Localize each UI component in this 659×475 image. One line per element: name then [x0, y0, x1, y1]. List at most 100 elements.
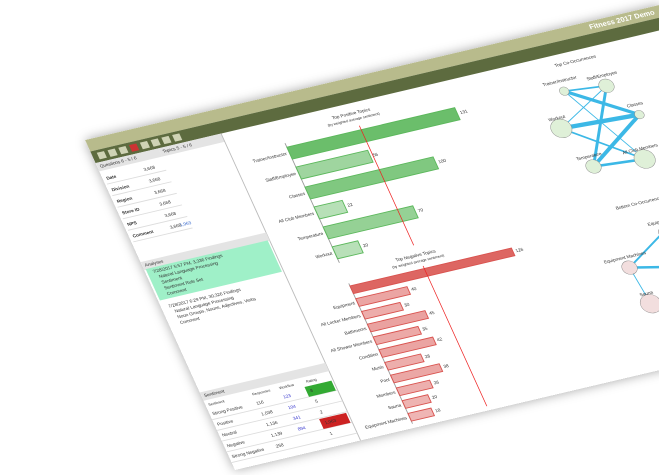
panel-header [199, 362, 330, 401]
bar [389, 363, 444, 384]
rating-cell [304, 380, 336, 397]
value-label: 38 [442, 363, 449, 369]
node [550, 118, 573, 138]
node [633, 149, 656, 169]
bar [401, 394, 432, 409]
divider [220, 133, 362, 441]
category-label: Sauna [387, 403, 402, 411]
row-line [106, 169, 167, 185]
tool-icon[interactable] [129, 143, 140, 152]
node-label: Staff/Employee [586, 70, 619, 82]
field-name: Region [116, 196, 133, 204]
cell: 1,038 [260, 409, 274, 416]
dashboard: Fitness 2017 Demo Questions 6 - 5 / 6 To… [85, 4, 659, 470]
value-label: 42 [436, 336, 443, 342]
category-label: Classes [288, 191, 307, 199]
value-label: 40 [410, 286, 417, 292]
cell: 1,139 [270, 431, 284, 438]
bar [295, 149, 374, 180]
node [639, 294, 659, 314]
bar [366, 310, 430, 333]
toolbar [90, 16, 659, 164]
axis [284, 143, 340, 263]
average-line [422, 265, 488, 407]
node-label: Sauna [639, 290, 654, 298]
category-label: Members [376, 390, 397, 399]
cell: Positive [216, 419, 234, 427]
node [585, 159, 602, 174]
node-label: Temperature [575, 151, 603, 162]
rating-cell [319, 412, 351, 430]
row-line [221, 411, 348, 442]
field-count: 3,668 [164, 211, 178, 218]
bar [286, 107, 461, 160]
category-label: Bathrooms [344, 326, 368, 336]
bar [384, 353, 425, 371]
row-line [127, 215, 188, 231]
analysis-line: Comment [179, 316, 201, 325]
node-label: Equipment [647, 217, 659, 227]
category-label: Music [371, 364, 385, 371]
tool-icon[interactable] [139, 140, 150, 150]
value-label: 28 [424, 353, 431, 359]
field-count: 3,668 [169, 222, 183, 229]
column-header: Workflow [278, 383, 295, 390]
value-label: 131 [459, 109, 469, 115]
tool-icon[interactable] [118, 146, 129, 155]
edge [592, 85, 608, 167]
sentiment-title: Sentiment [203, 389, 226, 398]
edge [561, 127, 645, 160]
bar [349, 247, 516, 295]
analyses-title: Analyses [144, 259, 165, 268]
screen: Fitness 2017 Demo Questions 6 - 5 / 6 To… [85, 4, 659, 470]
bar [407, 407, 436, 422]
bar [355, 286, 412, 307]
cell: Neutral [221, 430, 237, 438]
node-label: Workout [547, 114, 566, 123]
row-line [216, 400, 343, 431]
node-label: Classes [626, 100, 645, 108]
category-label: Workout [314, 251, 333, 260]
value-label: 26 [433, 380, 440, 386]
field-name: Comment [132, 229, 155, 238]
row-line [112, 181, 172, 197]
tool-icon[interactable] [172, 133, 183, 142]
value-label: 22 [346, 202, 353, 208]
tool-icon[interactable] [150, 138, 161, 147]
panel-header [158, 133, 225, 157]
selected-analysis [145, 240, 282, 301]
cell: 116 [255, 399, 265, 405]
row-line [117, 192, 177, 208]
value-label: 35 [421, 326, 428, 332]
tool-icon[interactable] [161, 135, 172, 145]
cell: 1,963 [324, 418, 338, 425]
panel-header [95, 148, 163, 172]
node [559, 86, 570, 96]
edge [563, 90, 646, 160]
column-header: Sentiment [208, 399, 226, 406]
cell: Negative [226, 439, 246, 448]
value-label: 126 [515, 247, 525, 253]
row-line [231, 432, 358, 463]
bar [372, 325, 423, 346]
row-line [133, 227, 193, 243]
tool-icon[interactable] [96, 151, 107, 160]
field-name: NPS [126, 220, 137, 227]
bar [378, 336, 437, 358]
category-label: Temperature [297, 231, 325, 242]
field-count: 3,668 [143, 165, 157, 172]
edge [560, 85, 607, 129]
cell: 1,136 [265, 420, 279, 427]
field-count: 3,668 [153, 188, 167, 195]
cell: 123 [282, 393, 292, 399]
tool-icon[interactable] [107, 148, 118, 157]
bar [322, 205, 419, 240]
edge [628, 231, 659, 269]
cell: 8 [309, 388, 314, 393]
value-label: 20 [362, 242, 369, 248]
bar [313, 199, 349, 220]
bar [331, 240, 364, 260]
bar [395, 379, 434, 397]
cell: 894 [297, 425, 307, 431]
